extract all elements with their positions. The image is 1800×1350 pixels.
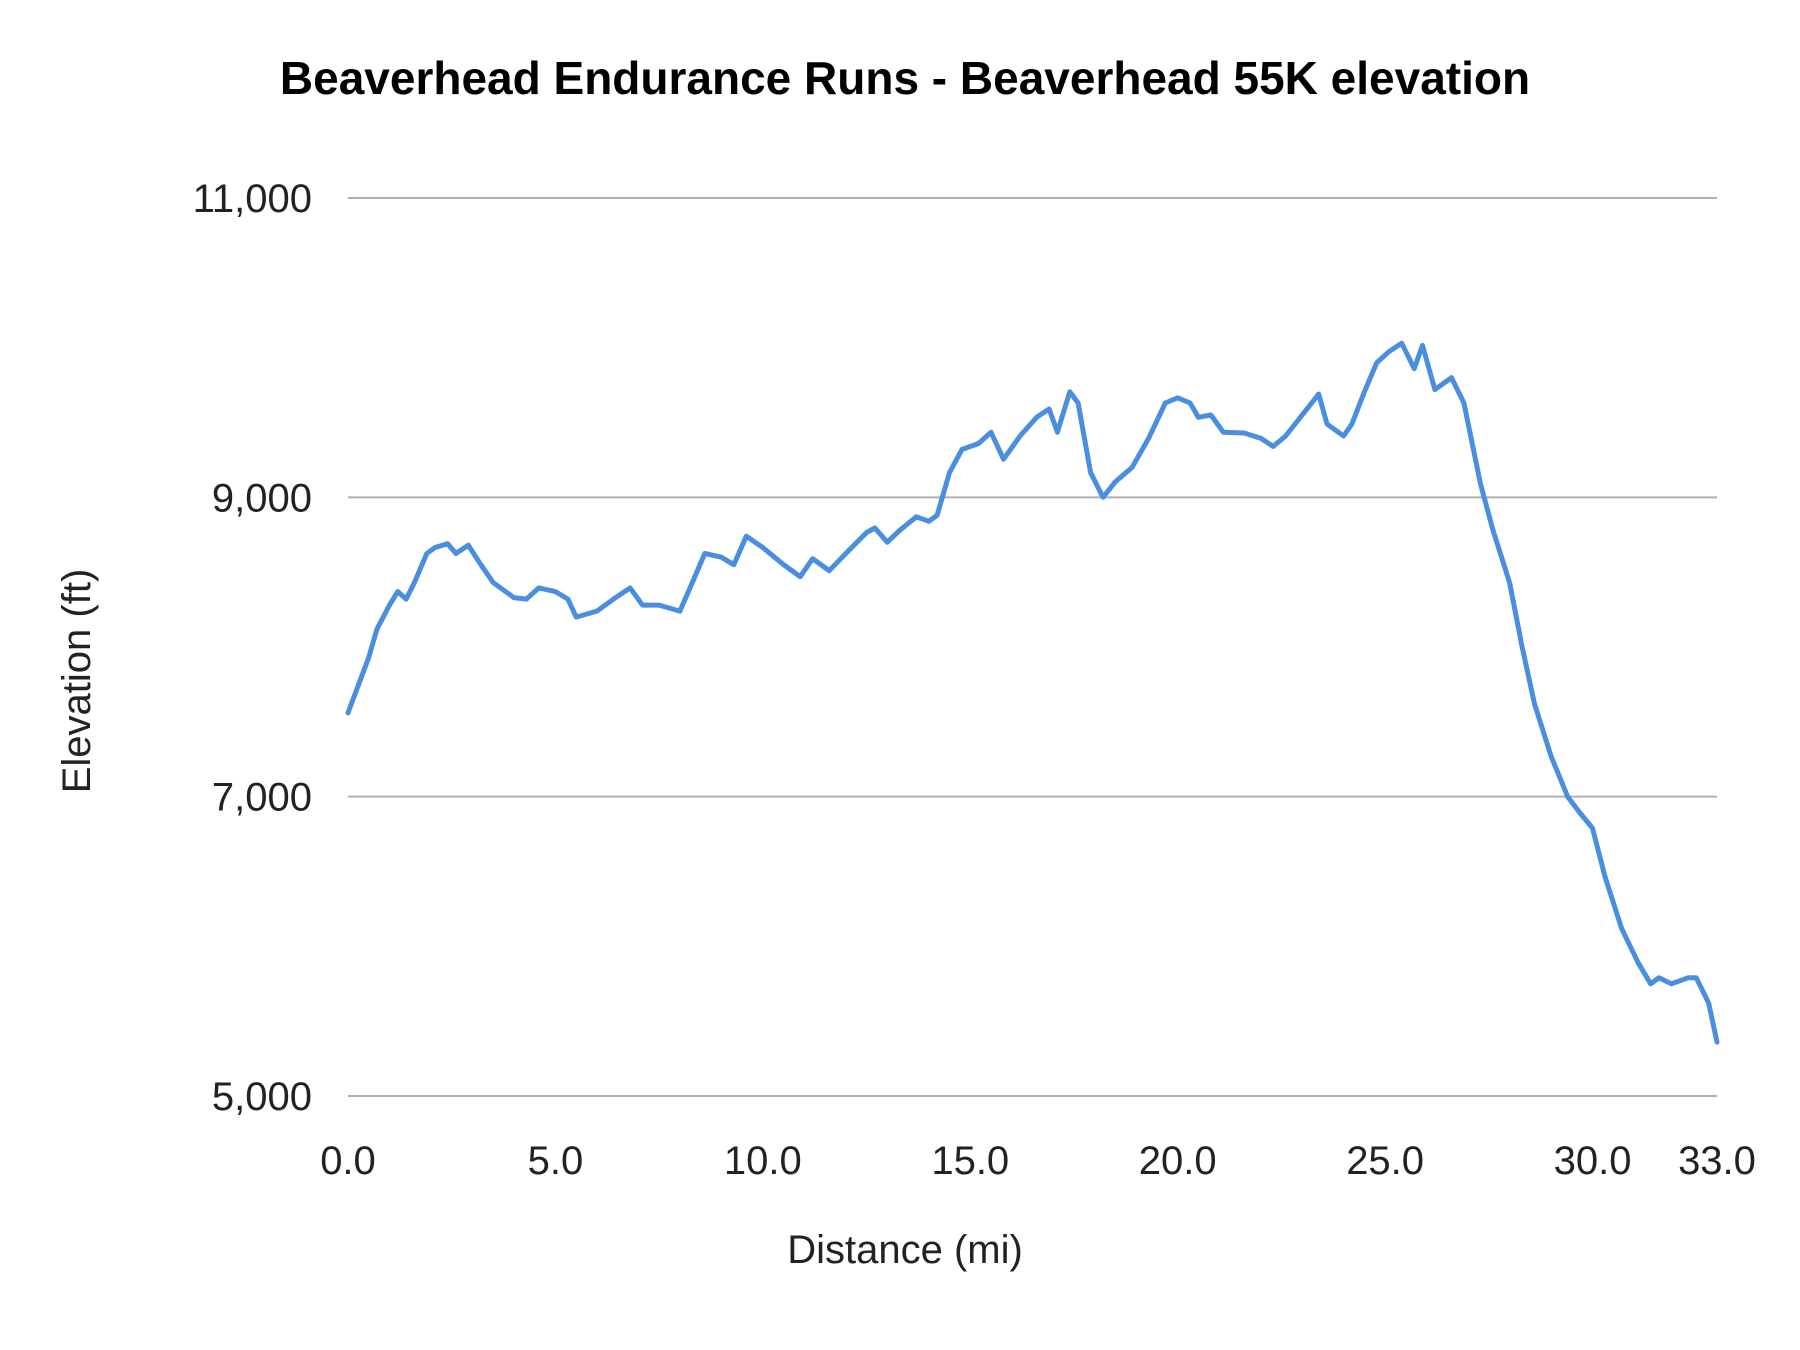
x-tick-label: 33.0 bbox=[1678, 1139, 1756, 1183]
y-tick-label: 7,000 bbox=[212, 776, 312, 820]
elevation-line bbox=[345, 340, 1720, 1045]
x-tick-label: 30.0 bbox=[1554, 1139, 1632, 1183]
gridlines bbox=[348, 197, 1717, 1097]
y-tick-label: 11,000 bbox=[193, 177, 312, 221]
y-tick-label: 9,000 bbox=[212, 476, 312, 520]
x-tick-label: 20.0 bbox=[1139, 1139, 1217, 1183]
y-tick-labels: 5,000 7,000 9,000 11,000 bbox=[193, 177, 312, 1119]
x-tick-label: 0.0 bbox=[320, 1139, 376, 1183]
x-axis-label: Distance (mi) bbox=[787, 1228, 1023, 1272]
x-tick-label: 10.0 bbox=[724, 1139, 802, 1183]
y-tick-label: 5,000 bbox=[212, 1075, 312, 1119]
y-axis-label: Elevation (ft) bbox=[55, 569, 99, 794]
x-tick-label: 25.0 bbox=[1346, 1139, 1424, 1183]
x-tick-labels: 0.0 5.0 10.0 15.0 20.0 25.0 30.0 33.0 bbox=[320, 1139, 1756, 1183]
plot-area bbox=[345, 340, 1720, 1045]
chart-title: Beaverhead Endurance Runs - Beaverhead 5… bbox=[280, 52, 1530, 104]
x-tick-label: 5.0 bbox=[528, 1139, 584, 1183]
x-tick-label: 15.0 bbox=[931, 1139, 1009, 1183]
